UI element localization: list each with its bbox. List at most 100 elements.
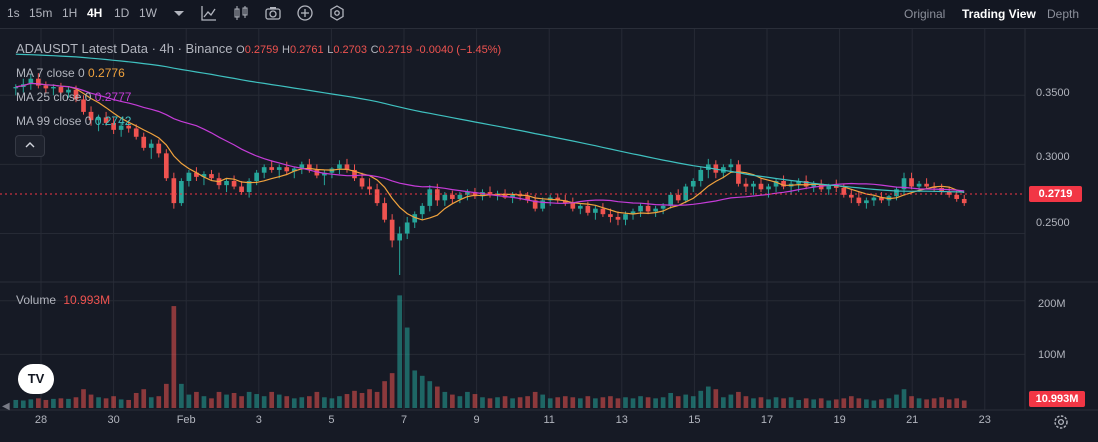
low-label: L xyxy=(327,44,334,56)
ma7-legend[interactable]: MA 7 close 0 0.2776 xyxy=(16,66,125,80)
timeframe-1w[interactable]: 1W xyxy=(139,6,157,20)
candle-body xyxy=(148,143,154,148)
volume-bar xyxy=(939,397,944,408)
candle-body xyxy=(299,164,305,169)
timeframe-1h[interactable]: 1H xyxy=(62,6,78,20)
camera-icon[interactable] xyxy=(264,4,282,22)
volume-bar xyxy=(374,391,380,408)
volume-bar xyxy=(344,394,350,408)
indicator-icon[interactable] xyxy=(200,4,218,22)
ma25-legend[interactable]: MA 25 close 0 0.2777 xyxy=(16,90,131,104)
date-label: 17 xyxy=(760,414,774,426)
candle-body xyxy=(743,183,749,187)
candle-body xyxy=(322,172,327,176)
volume-bar xyxy=(517,397,523,408)
volume-bar xyxy=(532,391,538,408)
volume-bar xyxy=(721,397,726,408)
volume-bar xyxy=(133,392,139,408)
candle-body xyxy=(427,189,433,206)
candle-body xyxy=(344,164,350,170)
volume-bar xyxy=(901,389,907,408)
candle-body xyxy=(555,197,561,201)
volume-bar xyxy=(841,398,847,408)
price-axis-label: 0.3500 xyxy=(1036,87,1070,99)
volume-bar xyxy=(758,397,764,408)
volume-bar xyxy=(555,397,561,408)
volume-bar xyxy=(352,390,357,408)
timeframe-4h[interactable]: 4H xyxy=(87,6,103,20)
volume-bar xyxy=(88,394,94,408)
timeframe-1s[interactable]: 1s xyxy=(7,6,20,20)
settings-icon[interactable] xyxy=(328,4,346,22)
ma99-legend[interactable]: MA 99 close 0 0.2742 xyxy=(16,114,131,128)
volume-bar xyxy=(660,397,666,408)
volume-bar xyxy=(540,394,546,408)
tradingview-logo[interactable]: TV xyxy=(18,364,54,394)
volume-bar xyxy=(886,398,892,408)
ma99-value: 0.2742 xyxy=(94,114,132,128)
view-trading-view[interactable]: Trading View xyxy=(962,7,1036,21)
volume-bar xyxy=(209,398,214,408)
view-original[interactable]: Original xyxy=(904,7,946,21)
candle-body xyxy=(419,205,425,215)
volume-bar xyxy=(954,398,960,408)
chevron-down-icon[interactable] xyxy=(170,4,188,22)
volume-bar xyxy=(224,394,229,408)
volume-value: 10.993M xyxy=(63,293,111,307)
candle-body xyxy=(261,167,267,173)
collapse-legend-button[interactable] xyxy=(15,135,45,157)
ma99-label: MA 99 close 0 xyxy=(16,114,92,128)
date-label: 3 xyxy=(255,414,262,426)
price-chart[interactable] xyxy=(0,29,1098,442)
volume-bar xyxy=(276,394,282,408)
volume-bar xyxy=(389,373,395,408)
view-depth[interactable]: Depth xyxy=(1047,7,1080,21)
candle-body xyxy=(916,183,922,187)
candle-body xyxy=(201,174,207,177)
candle-body xyxy=(352,169,357,179)
plus-circle-icon[interactable] xyxy=(296,4,314,22)
date-label: 30 xyxy=(107,414,120,426)
timeframe-1d[interactable]: 1D xyxy=(114,6,130,20)
chart-legend: ADAUSDT Latest Data · 4h · Binance O0.27… xyxy=(16,41,501,56)
date-label: 11 xyxy=(543,414,555,426)
timeframe-15m[interactable]: 15m xyxy=(29,6,53,20)
candle-body xyxy=(841,187,847,195)
chart-toolbar: 1s 15m 1H 4H 1D 1W Original Trading View… xyxy=(0,0,1098,29)
volume-bar xyxy=(593,398,598,408)
volume-bar xyxy=(269,391,275,408)
volume-bar xyxy=(239,396,244,408)
chart-grid xyxy=(0,29,1025,410)
change-value: -0.0040 (−1.45%) xyxy=(415,44,502,56)
candle-body xyxy=(472,192,478,197)
candle-body xyxy=(58,87,64,93)
candle-body xyxy=(660,205,666,209)
volume-bar xyxy=(216,391,222,408)
symbol-label: ADAUSDT Latest Data · 4h · Binance xyxy=(16,41,233,56)
close-value: 0.2719 xyxy=(378,44,413,56)
candle-body xyxy=(96,117,101,121)
candle-body xyxy=(946,192,952,195)
ma25-value: 0.2777 xyxy=(94,90,132,104)
volume-bar xyxy=(382,381,387,408)
scroll-left-icon[interactable]: ◀ xyxy=(2,401,10,412)
volume-bar xyxy=(577,398,583,408)
candle-body xyxy=(630,211,636,215)
candle-body xyxy=(73,89,79,100)
volume-bar xyxy=(653,398,658,408)
volume-bar xyxy=(502,396,508,408)
date-label: 13 xyxy=(615,414,628,426)
candle-body xyxy=(736,164,741,184)
candle-body xyxy=(374,189,380,204)
volume-bar xyxy=(608,396,613,408)
volume-bar xyxy=(743,396,749,408)
last-volume-tag: 10.993M xyxy=(1029,391,1085,407)
gear-icon[interactable] xyxy=(1052,413,1070,431)
candle-body xyxy=(675,194,681,201)
volume-bar xyxy=(434,386,440,408)
volume-bar xyxy=(43,399,49,408)
candle-body xyxy=(404,222,410,234)
date-label: 28 xyxy=(34,414,48,426)
volume-bar xyxy=(156,396,162,408)
candles-icon[interactable] xyxy=(232,4,250,22)
